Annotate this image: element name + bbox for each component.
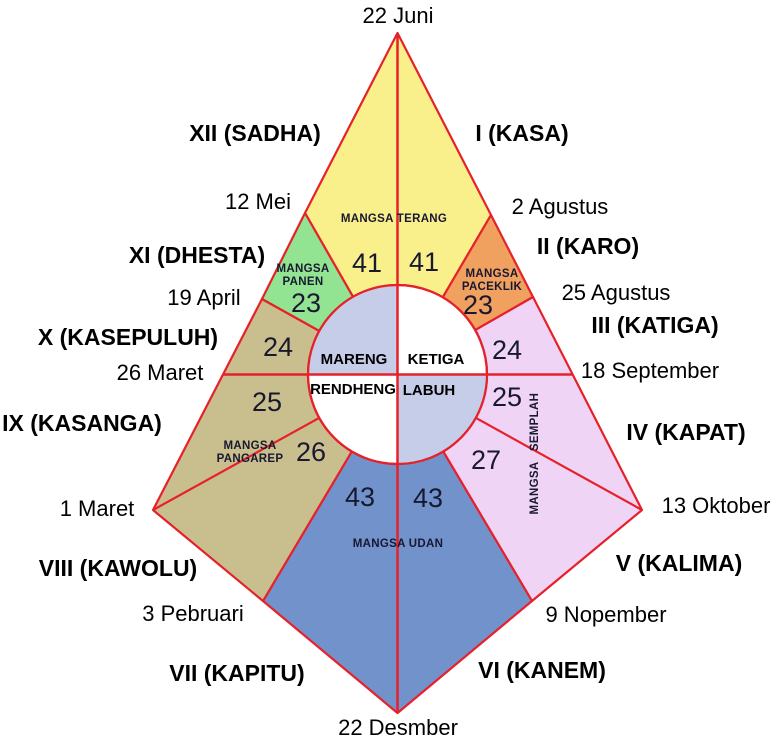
days-sector-iii: 24 bbox=[492, 335, 522, 365]
seasons-circle-ring bbox=[306, 283, 489, 466]
date-18-september: 18 September bbox=[581, 358, 719, 383]
regions-layer bbox=[151, 31, 644, 715]
group-label-panen-line1: MANGSA bbox=[277, 263, 330, 275]
group-label-panen-line2: PANEN bbox=[283, 276, 324, 288]
group-label-terang: MANGSA TERANG bbox=[341, 213, 447, 225]
label-sector-vii: VII (KAPITU) bbox=[169, 660, 304, 686]
days-sector-ix: 25 bbox=[252, 387, 282, 417]
group-label-udan: MANGSA UDAN bbox=[353, 538, 443, 550]
season-label-ketiga: KETIGA bbox=[408, 351, 465, 368]
label-sector-iii: III (KATIGA) bbox=[591, 312, 718, 338]
group-label-pangarep-line2: PANGAREP bbox=[217, 453, 284, 465]
date-25-agustus: 25 Agustus bbox=[562, 280, 671, 305]
quadrant-labuh bbox=[397, 374, 487, 464]
date-9-nopember: 9 Nopember bbox=[545, 602, 666, 627]
label-sector-iv: IV (KAPAT) bbox=[626, 419, 745, 445]
label-sector-v: V (KALIMA) bbox=[616, 550, 742, 576]
label-sector-vi: VI (KANEM) bbox=[478, 657, 606, 683]
date-26-maret: 26 Maret bbox=[117, 360, 204, 385]
labels-layer: XII (SADHA) I (KASA) XI (DHESTA) II (KAR… bbox=[2, 3, 770, 740]
group-label-pangarep-line1: MANGSA bbox=[224, 440, 277, 452]
label-sector-xii: XII (SADHA) bbox=[189, 120, 321, 146]
season-label-rendheng: RENDHENG bbox=[310, 381, 396, 398]
group-label-paceklik-line2: PACEKLIK bbox=[462, 281, 523, 293]
date-3-pebruari: 3 Pebruari bbox=[142, 601, 244, 626]
days-sector-ii: 23 bbox=[463, 290, 493, 320]
label-sector-x: X (KASEPULUH) bbox=[38, 324, 218, 350]
date-13-oktober: 13 Oktober bbox=[662, 493, 771, 518]
date-2-agustus: 2 Agustus bbox=[512, 194, 609, 219]
days-sector-vii: 43 bbox=[345, 482, 375, 512]
days-sector-x: 24 bbox=[263, 332, 293, 362]
quadrant-mareng bbox=[308, 285, 398, 375]
label-sector-xi: XI (DHESTA) bbox=[129, 242, 265, 268]
group-label-semplah-word1: MANGSA bbox=[529, 462, 541, 515]
season-label-mareng: MARENG bbox=[321, 351, 388, 368]
days-sector-viii: 26 bbox=[296, 437, 326, 467]
days-sector-v: 27 bbox=[471, 445, 501, 475]
date-22-desmber: 22 Desmber bbox=[338, 715, 458, 740]
days-sector-xii: 41 bbox=[352, 248, 382, 278]
label-sector-ix: IX (KASANGA) bbox=[2, 410, 162, 436]
label-sector-ii: II (KARO) bbox=[537, 233, 639, 259]
days-sector-xi: 23 bbox=[291, 288, 321, 318]
date-12-mei: 12 Mei bbox=[225, 189, 291, 214]
days-sector-iv: 25 bbox=[492, 382, 522, 412]
group-label-semplah-word2: SEMPLAH bbox=[529, 393, 541, 451]
season-label-labuh: LABUH bbox=[403, 382, 456, 399]
label-sector-viii: VIII (KAWOLU) bbox=[39, 555, 197, 581]
date-22-juni: 22 Juni bbox=[363, 3, 434, 28]
date-19-april: 19 April bbox=[167, 285, 240, 310]
days-sector-i: 41 bbox=[409, 247, 439, 277]
label-sector-i: I (KASA) bbox=[475, 120, 568, 146]
date-1-maret: 1 Maret bbox=[60, 496, 135, 521]
days-sector-vi: 43 bbox=[413, 483, 443, 513]
group-label-paceklik-line1: MANGSA bbox=[466, 268, 519, 280]
